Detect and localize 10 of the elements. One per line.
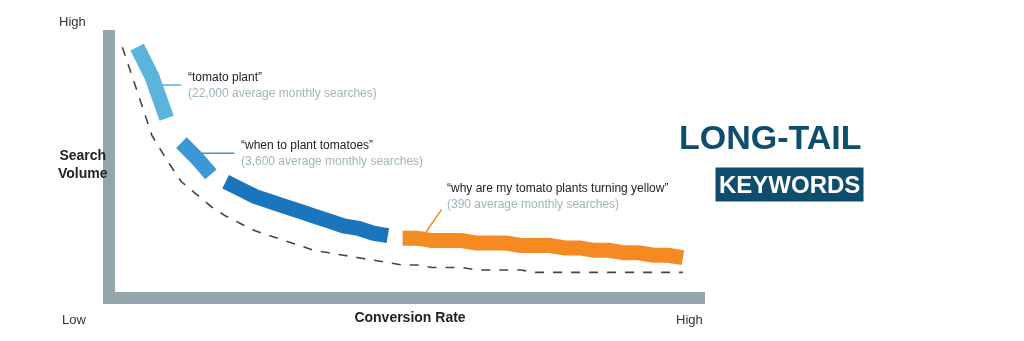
text: High bbox=[59, 14, 86, 29]
text: KEYWORDS bbox=[719, 171, 861, 198]
text: Low bbox=[62, 312, 87, 327]
x-axis-title: Conversion Rate bbox=[354, 309, 466, 326]
annotation: “tomato plant” (22,000 average monthly searches) bbox=[188, 70, 377, 100]
y-axis-title: Search Volume bbox=[58, 147, 108, 182]
text: High bbox=[676, 312, 703, 327]
annotation: “why are my tomato plants turning yellow” (390 average monthly searches) bbox=[447, 181, 669, 211]
annotation: “when to plant tomatoes” (3,600 average monthly searches) bbox=[241, 138, 424, 168]
text: LONG-TAIL bbox=[679, 118, 862, 156]
